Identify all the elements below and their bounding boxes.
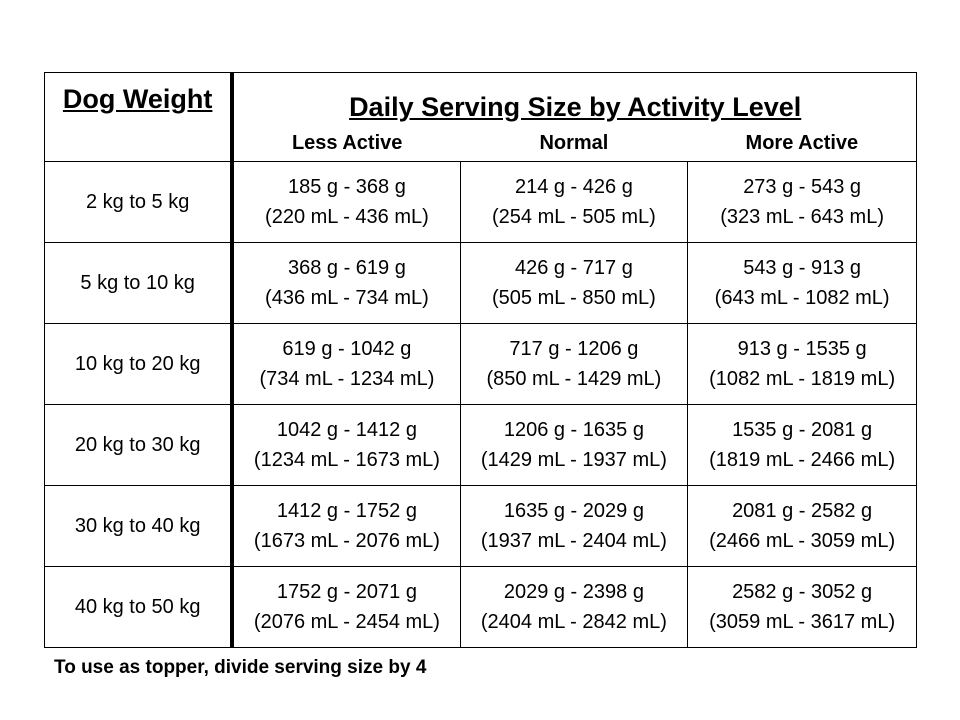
table-title: Daily Serving Size by Activity Level — [230, 72, 918, 125]
serving-grams: 214 g - 426 g — [514, 176, 633, 198]
serving-milliliters: (734 mL - 1234 mL) — [259, 368, 435, 390]
serving-grams: 185 g - 368 g — [287, 176, 406, 198]
serving-cell: 1042 g - 1412 g (1234 mL - 1673 mL) — [230, 404, 461, 486]
serving-cell: 1635 g - 2029 g (1937 mL - 2404 mL) — [459, 485, 689, 567]
weight-range-cell: 5 kg to 10 kg — [44, 242, 233, 324]
serving-grams: 1635 g - 2029 g — [503, 500, 644, 522]
table-row: 30 kg to 40 kg 1412 g - 1752 g (1673 mL - … — [44, 485, 917, 567]
serving-grams: 1535 g - 2081 g — [732, 419, 873, 441]
topper-footnote: To use as topper, divide serving size by… — [54, 657, 427, 678]
activity-header-normal: Normal — [460, 125, 688, 162]
serving-milliliters: (1234 mL - 1673 mL) — [253, 449, 440, 471]
table-row: 40 kg to 50 kg 1752 g - 2071 g (2076 mL - … — [44, 566, 917, 648]
dog-weight-header-label: Dog Weight — [62, 84, 213, 114]
serving-grams: 368 g - 619 g — [287, 257, 406, 279]
serving-milliliters: (1937 mL - 2404 mL) — [480, 530, 667, 552]
serving-grams: 1752 g - 2071 g — [276, 581, 417, 603]
dog-weight-header: Dog Weight — [44, 72, 233, 162]
table-row: 2 kg to 5 kg 185 g - 368 g (220 mL - 436 m… — [44, 161, 917, 243]
serving-milliliters: (1673 mL - 2076 mL) — [253, 530, 440, 552]
serving-grams: 913 g - 1535 g — [737, 338, 867, 360]
weight-range-cell: 40 kg to 50 kg — [44, 566, 233, 648]
serving-milliliters: (505 mL - 850 mL) — [492, 287, 656, 309]
serving-milliliters: (1819 mL - 2466 mL) — [709, 449, 896, 471]
serving-cell: 185 g - 368 g (220 mL - 436 mL) — [230, 161, 461, 243]
serving-grams: 2081 g - 2582 g — [732, 500, 873, 522]
serving-milliliters: (850 mL - 1429 mL) — [486, 368, 662, 390]
table-row: 20 kg to 30 kg 1042 g - 1412 g (1234 mL - … — [44, 404, 917, 486]
serving-grams: 426 g - 717 g — [514, 257, 633, 279]
serving-milliliters: (220 mL - 436 mL) — [265, 206, 429, 228]
serving-grams: 543 g - 913 g — [743, 257, 862, 279]
serving-grams: 619 g - 1042 g — [282, 338, 412, 360]
serving-milliliters: (1082 mL - 1819 mL) — [709, 368, 896, 390]
activity-header-less-active: Less Active — [230, 125, 461, 162]
serving-cell: 1752 g - 2071 g (2076 mL - 2454 mL) — [230, 566, 461, 648]
table-row: 5 kg to 10 kg 368 g - 619 g (436 mL - 734 … — [44, 242, 917, 324]
serving-milliliters: (2404 mL - 2842 mL) — [480, 611, 667, 633]
serving-grams: 2029 g - 2398 g — [503, 581, 644, 603]
serving-cell: 368 g - 619 g (436 mL - 734 mL) — [230, 242, 461, 324]
serving-cell: 913 g - 1535 g (1082 mL - 1819 mL) — [687, 323, 917, 405]
serving-cell: 1412 g - 1752 g (1673 mL - 2076 mL) — [230, 485, 461, 567]
weight-range-cell: 30 kg to 40 kg — [44, 485, 233, 567]
serving-grams: 1042 g - 1412 g — [276, 419, 417, 441]
weight-range-cell: 10 kg to 20 kg — [44, 323, 233, 405]
serving-cell: 2081 g - 2582 g (2466 mL - 3059 mL) — [687, 485, 917, 567]
serving-cell: 1206 g - 1635 g (1429 mL - 1937 mL) — [459, 404, 689, 486]
serving-cell: 214 g - 426 g (254 mL - 505 mL) — [459, 161, 689, 243]
serving-milliliters: (1429 mL - 1937 mL) — [480, 449, 667, 471]
table-row: 10 kg to 20 kg 619 g - 1042 g (734 mL - 12… — [44, 323, 917, 405]
serving-cell: 1535 g - 2081 g (1819 mL - 2466 mL) — [687, 404, 917, 486]
serving-milliliters: (254 mL - 505 mL) — [492, 206, 656, 228]
activity-header-more-active: More Active — [687, 125, 917, 162]
serving-grams: 717 g - 1206 g — [509, 338, 639, 360]
serving-size-table: Dog Weight Daily Serving Size by Activit… — [44, 72, 918, 648]
serving-milliliters: (3059 mL - 3617 mL) — [709, 611, 896, 633]
serving-cell: 717 g - 1206 g (850 mL - 1429 mL) — [459, 323, 689, 405]
serving-grams: 273 g - 543 g — [743, 176, 862, 198]
serving-cell: 426 g - 717 g (505 mL - 850 mL) — [459, 242, 689, 324]
serving-grams: 2582 g - 3052 g — [732, 581, 873, 603]
serving-grams: 1206 g - 1635 g — [503, 419, 644, 441]
serving-milliliters: (436 mL - 734 mL) — [265, 287, 429, 309]
serving-cell: 2582 g - 3052 g (3059 mL - 3617 mL) — [687, 566, 917, 648]
serving-milliliters: (2076 mL - 2454 mL) — [253, 611, 440, 633]
weight-range-cell: 2 kg to 5 kg — [44, 161, 233, 243]
serving-milliliters: (643 mL - 1082 mL) — [714, 287, 890, 309]
serving-milliliters: (323 mL - 643 mL) — [720, 206, 885, 228]
serving-cell: 543 g - 913 g (643 mL - 1082 mL) — [687, 242, 917, 324]
serving-cell: 619 g - 1042 g (734 mL - 1234 mL) — [230, 323, 461, 405]
weight-range-cell: 20 kg to 30 kg — [44, 404, 233, 486]
serving-cell: 2029 g - 2398 g (2404 mL - 2842 mL) — [459, 566, 689, 648]
serving-grams: 1412 g - 1752 g — [276, 500, 417, 522]
serving-milliliters: (2466 mL - 3059 mL) — [709, 530, 896, 552]
serving-cell: 273 g - 543 g (323 mL - 643 mL) — [687, 161, 917, 243]
